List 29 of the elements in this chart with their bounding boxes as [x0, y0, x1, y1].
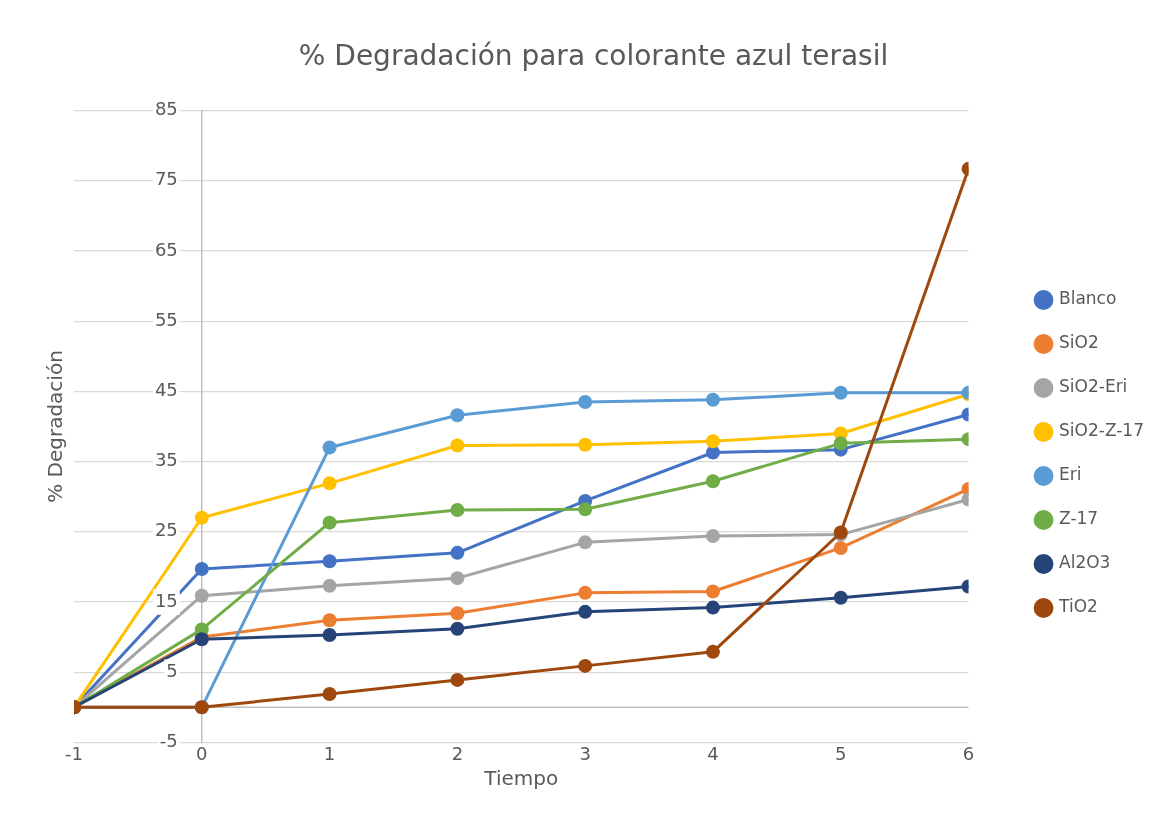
x-tick-label: 0: [196, 742, 208, 764]
y-tick-label: 25: [154, 519, 178, 541]
legend-label: Eri: [1059, 464, 1082, 485]
y-tick-label: 45: [154, 379, 178, 401]
y-tick-label: 75: [154, 168, 178, 190]
legend-label: Al2O3: [1059, 552, 1111, 573]
x-tick-label: 1: [323, 742, 336, 764]
y-tick-label: 85: [154, 98, 178, 120]
y-axis-title: % Degradación: [43, 350, 68, 503]
x-tick-label: 5: [835, 742, 847, 764]
x-tick-label: 6: [962, 742, 975, 764]
chart-title: % Degradación para colorante azul terasil: [298, 39, 889, 73]
y-tick-label: -5: [159, 730, 178, 752]
y-tick-label: 5: [166, 659, 178, 681]
y-tick-label: 15: [154, 589, 178, 611]
x-tick-label: -1: [65, 742, 83, 764]
y-tick-label: 55: [154, 308, 178, 330]
legend-label: TiO2: [1058, 596, 1098, 617]
x-tick-label: 2: [451, 742, 464, 764]
legend-label: SiO2-Eri: [1059, 376, 1128, 397]
legend-label: Blanco: [1059, 288, 1117, 309]
legend-label: SiO2-Z-17: [1059, 420, 1145, 441]
x-tick-label: 3: [579, 742, 591, 764]
legend-label: SiO2: [1059, 332, 1099, 353]
y-tick-label: 65: [154, 238, 178, 260]
legend-label: Z-17: [1059, 508, 1099, 529]
y-tick-label: 35: [154, 449, 178, 471]
x-axis-title: Tiempo: [483, 766, 559, 791]
x-tick-label: 4: [707, 742, 719, 764]
